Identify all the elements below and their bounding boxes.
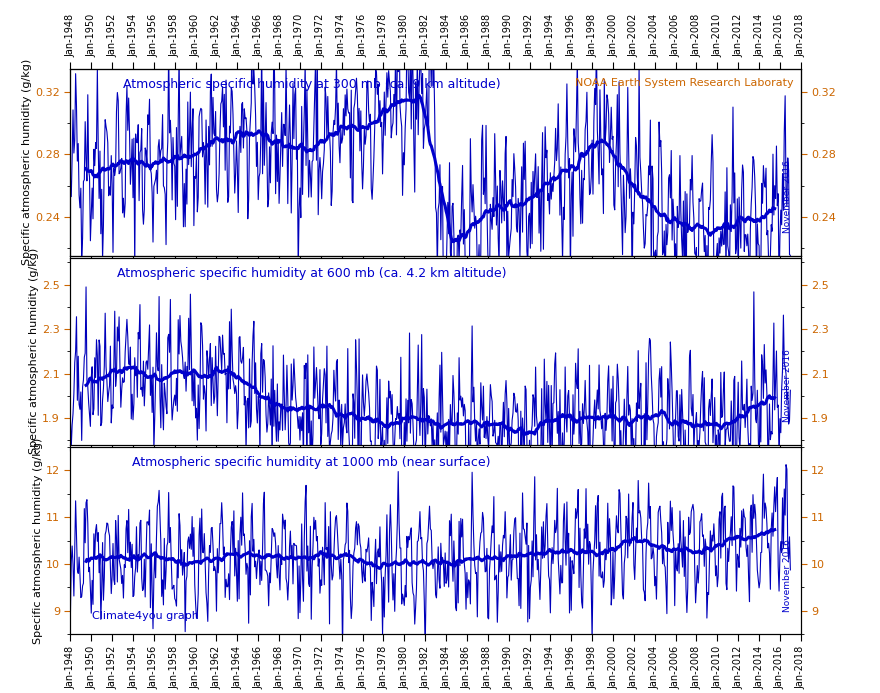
Text: November 2016: November 2016 <box>783 349 792 423</box>
Y-axis label: Specific atmospheric humidity (g/kg): Specific atmospheric humidity (g/kg) <box>29 248 40 455</box>
Text: November 2016: November 2016 <box>783 160 792 234</box>
Text: November 2016: November 2016 <box>783 538 792 612</box>
Text: Atmospheric specific humidity at 1000 mb (near surface): Atmospheric specific humidity at 1000 mb… <box>132 456 491 469</box>
Y-axis label: Specific atmospheric humidity (g/kg): Specific atmospheric humidity (g/kg) <box>22 59 33 265</box>
Text: Climate4you graph: Climate4you graph <box>92 611 199 621</box>
Text: NOAA Earth System Research Laboraty: NOAA Earth System Research Laboraty <box>575 78 794 88</box>
Y-axis label: Specific atmospheric humidity (g/kg): Specific atmospheric humidity (g/kg) <box>33 437 43 644</box>
Text: Atmospheric specific humidity at 600 mb (ca. 4.2 km altitude): Atmospheric specific humidity at 600 mb … <box>117 267 506 280</box>
Text: Atmospheric specific humidity at 300 mb (ca. 9 km altitude): Atmospheric specific humidity at 300 mb … <box>122 78 500 91</box>
